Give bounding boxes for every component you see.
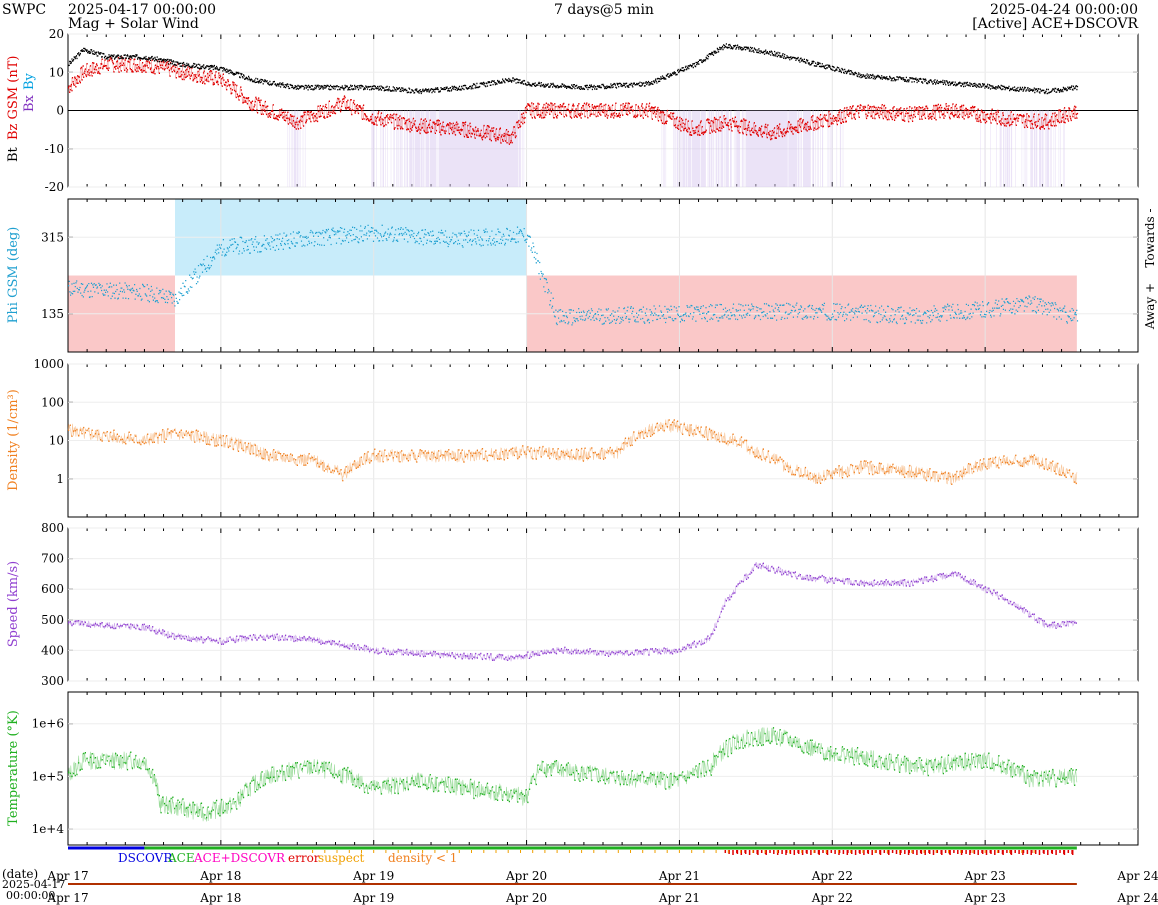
status-legend: DSCOVR ACE ACE+DSCOVR error suspect dens… bbox=[118, 851, 457, 865]
speed-panel-frame bbox=[67, 527, 1139, 682]
chart-subtitle: Mag + Solar Wind bbox=[68, 16, 199, 32]
panels: 20100-10-2031513510001001018007006005004… bbox=[32, 27, 1139, 855]
density-y-tick-label: 1000 bbox=[33, 357, 64, 371]
time-tick-label: Apr 23 bbox=[964, 869, 1006, 883]
density-ylabel: Density (1/cm³) bbox=[6, 389, 21, 491]
speed-y-tick-label: 800 bbox=[41, 521, 64, 535]
speed-series-line bbox=[67, 561, 1078, 662]
time-axis-ticks: Apr 17 Apr 17 Apr 18 Apr 18 Apr 19 Apr 19 Apr … bbox=[46, 869, 1158, 905]
legend-suspect: suspect bbox=[318, 851, 365, 865]
data-source: [Active] ACE+DSCOVR bbox=[972, 16, 1138, 32]
bx-by-labels: Bx By bbox=[22, 72, 37, 112]
time-tick-label: Apr 22 bbox=[811, 869, 853, 883]
temperature-y-tick-label: 1e+6 bbox=[32, 717, 64, 731]
speed-y-tick-label: 500 bbox=[41, 613, 64, 627]
bt-series-points bbox=[68, 43, 1079, 95]
start-date-label: 2025-04-17 bbox=[2, 878, 65, 891]
bz-negative-fill bbox=[287, 110, 1065, 187]
bx-label: Bx bbox=[22, 94, 37, 112]
temperature-series-points bbox=[68, 727, 1077, 819]
time-tick-label-bottom: Apr 24 bbox=[1116, 891, 1158, 905]
mag-y-tick-label: 0 bbox=[56, 104, 64, 118]
mag-y-tick-label: -10 bbox=[45, 142, 64, 156]
phi-away-label: Away + bbox=[1143, 283, 1157, 330]
time-tick-label: Apr 17 bbox=[46, 869, 88, 883]
mag-ylabel: Bt Bz GSM (nT) bbox=[6, 56, 21, 162]
speed-y-tick-label: 600 bbox=[41, 582, 64, 596]
time-tick-label: Apr 19 bbox=[352, 869, 394, 883]
start-time-label: 00:00:00 bbox=[6, 889, 55, 902]
legend-ace: ACE bbox=[167, 851, 195, 865]
speed-y-tick-label: 300 bbox=[41, 674, 64, 688]
time-tick-label-bottom: Apr 19 bbox=[352, 891, 394, 905]
density-series-line bbox=[67, 419, 1078, 485]
legend-ace-dscovr: ACE+DSCOVR bbox=[193, 851, 286, 865]
mag-y-tick-label: 10 bbox=[49, 65, 64, 79]
by-label: By bbox=[22, 72, 37, 90]
bt-label: Bt bbox=[6, 146, 21, 162]
bz-label: Bz GSM (nT) bbox=[6, 56, 21, 140]
legend-density: density < 1 bbox=[388, 851, 457, 865]
bz-series-points bbox=[68, 56, 1079, 145]
temperature-y-tick-label: 1e+4 bbox=[32, 822, 65, 836]
time-tick-label-bottom: Apr 23 bbox=[964, 891, 1006, 905]
density-y-tick-label: 100 bbox=[41, 395, 64, 409]
speed-y-tick-label: 700 bbox=[41, 552, 64, 566]
phi-y-tick-label: 315 bbox=[41, 230, 64, 244]
time-tick-label-bottom: Apr 20 bbox=[505, 891, 547, 905]
temperature-series-line bbox=[67, 727, 1078, 822]
phi-towards-label: Towards - bbox=[1143, 208, 1157, 267]
time-tick-label-bottom: Apr 22 bbox=[811, 891, 853, 905]
time-tick-label: Apr 18 bbox=[199, 869, 241, 883]
time-tick-label: Apr 20 bbox=[505, 869, 547, 883]
phi-points bbox=[68, 224, 1079, 326]
time-tick-label-bottom: Apr 17 bbox=[46, 891, 88, 905]
legend-dscovr: DSCOVR bbox=[118, 851, 173, 865]
time-span: 7 days@5 min bbox=[554, 2, 654, 18]
speed-y-tick-label: 400 bbox=[41, 643, 64, 657]
speed-ylabel: Speed (km/s) bbox=[6, 561, 21, 647]
time-tick-label: Apr 21 bbox=[658, 869, 700, 883]
density-y-tick-label: 1 bbox=[56, 472, 64, 486]
time-tick-label: Apr 24 bbox=[1116, 869, 1158, 883]
speed-series-points bbox=[68, 562, 1077, 662]
end-datetime: 2025-04-24 00:00:00 bbox=[990, 2, 1138, 18]
start-datetime: 2025-04-17 00:00:00 bbox=[68, 2, 216, 18]
density-series-points bbox=[68, 419, 1077, 485]
date-axis-label: (date) bbox=[2, 867, 38, 881]
temperature-y-tick-label: 1e+5 bbox=[32, 769, 64, 783]
time-tick-label-bottom: Apr 18 bbox=[199, 891, 241, 905]
phi-y-tick-label: 135 bbox=[41, 307, 64, 321]
temperature-ylabel: Temperature (°K) bbox=[6, 710, 21, 826]
mag-y-tick-label: 20 bbox=[49, 27, 64, 41]
status-suspect-marks bbox=[312, 850, 1035, 853]
mag-y-tick-label: -20 bbox=[45, 180, 64, 194]
org-label: SWPC bbox=[2, 2, 46, 18]
phi-ylabel: Phi GSM (deg) bbox=[6, 227, 21, 324]
legend-error: error bbox=[288, 851, 320, 865]
density-y-tick-label: 10 bbox=[49, 434, 64, 448]
time-tick-label-bottom: Apr 21 bbox=[658, 891, 700, 905]
